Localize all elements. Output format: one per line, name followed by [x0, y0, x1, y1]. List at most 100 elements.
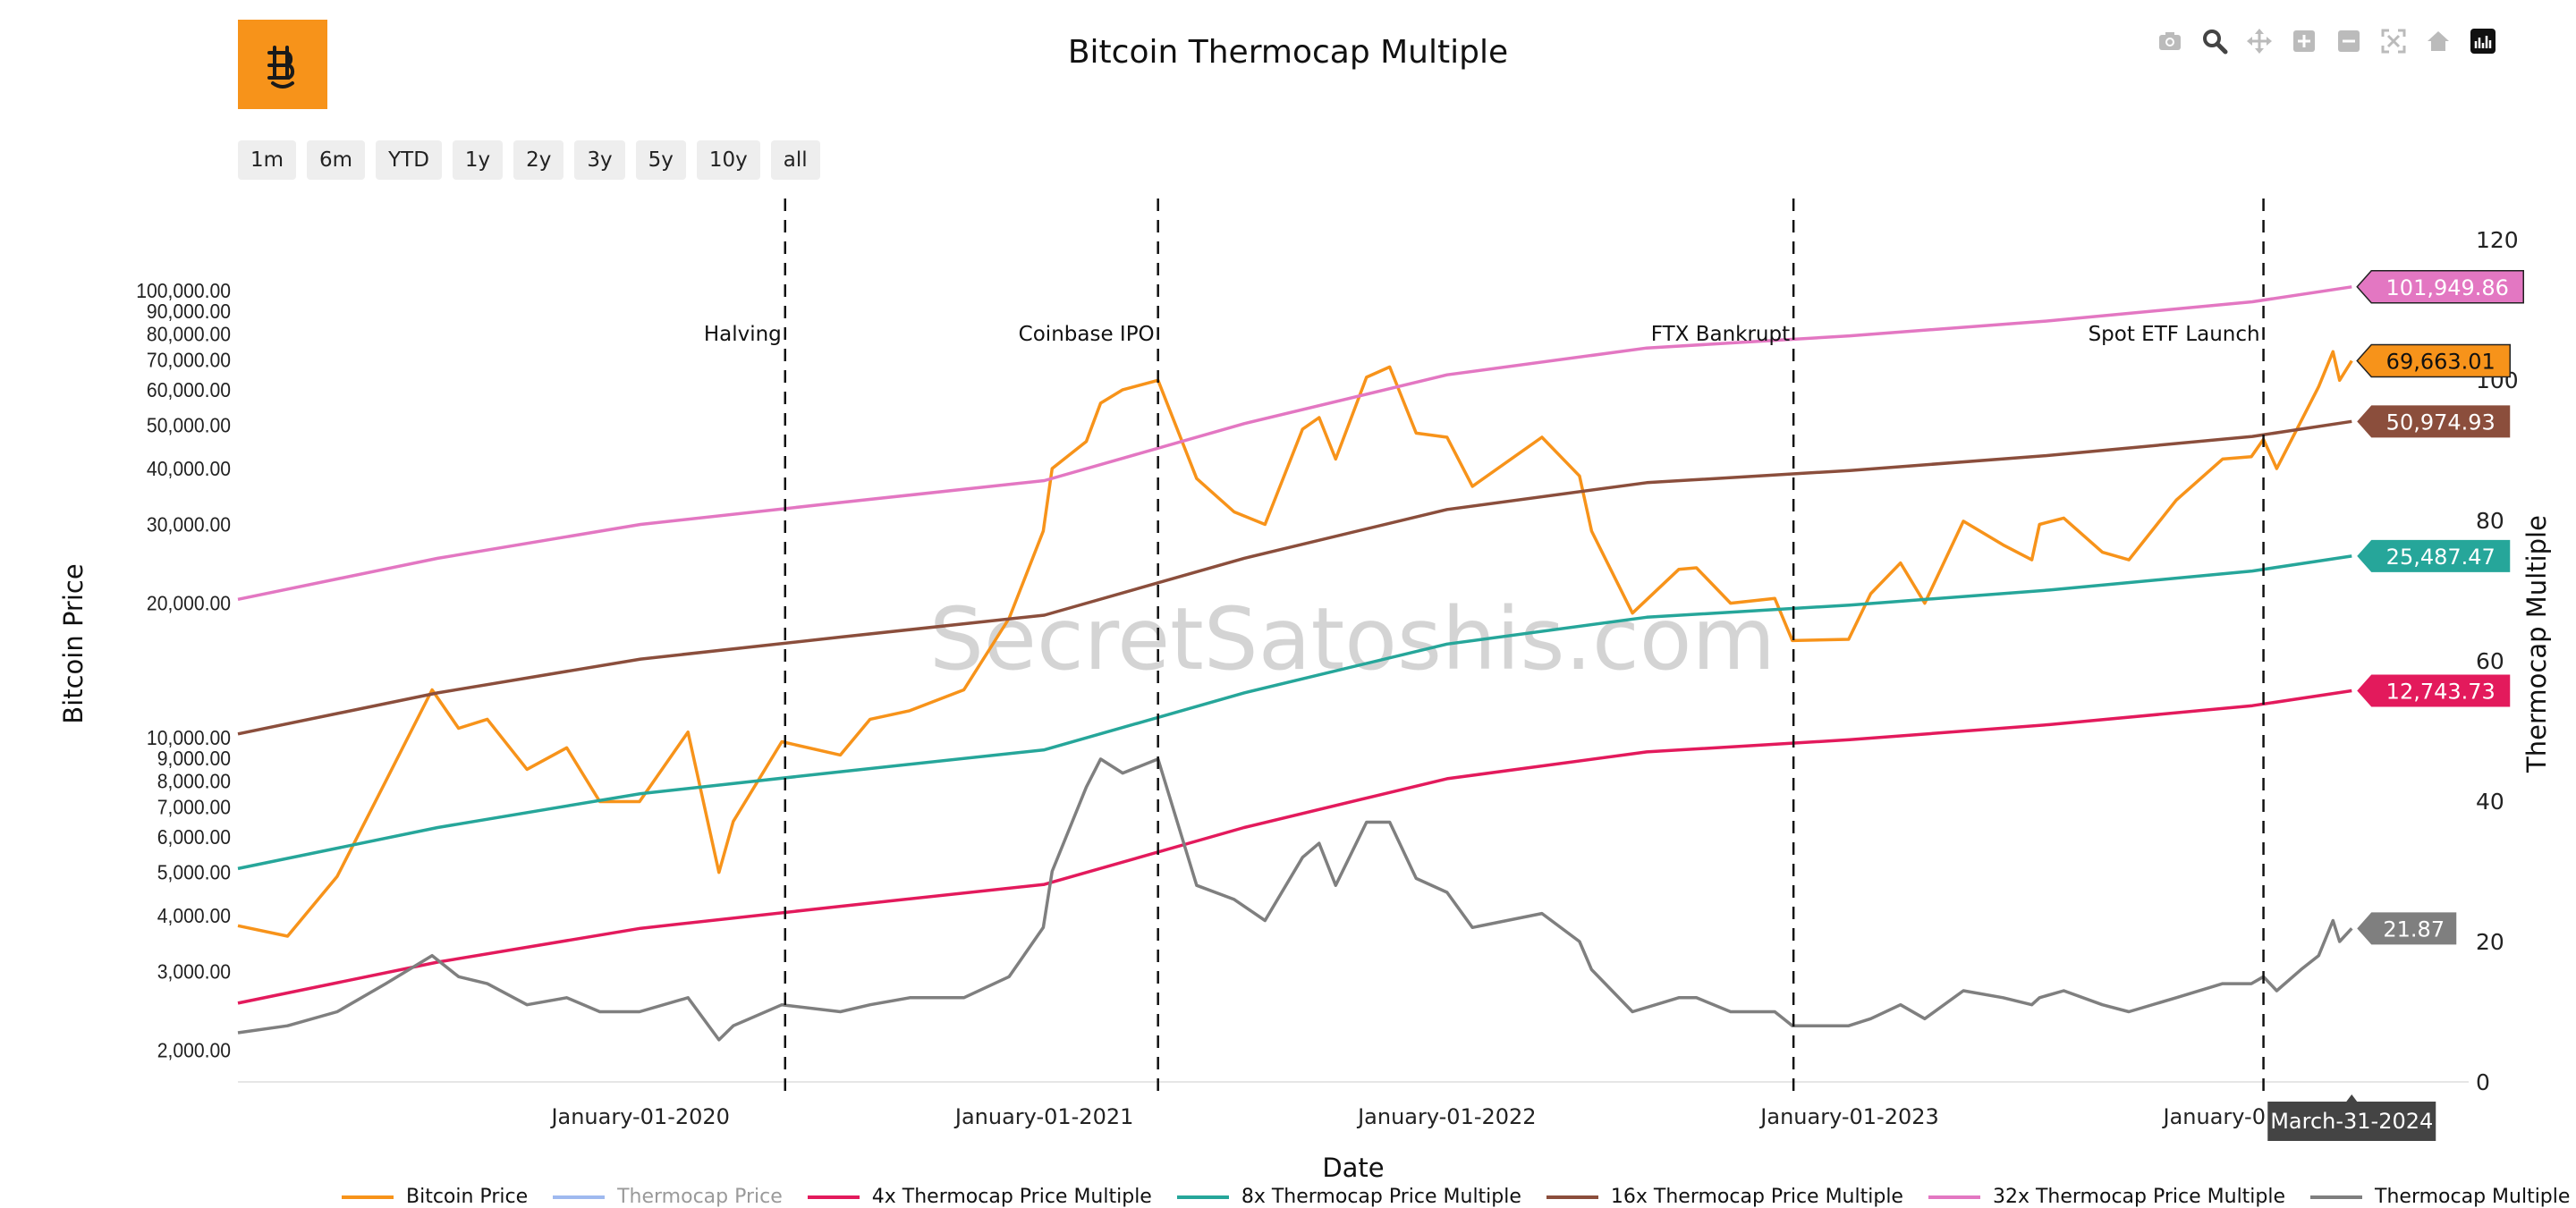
range-button-5y[interactable]: 5y — [635, 140, 686, 180]
range-button-3y[interactable]: 3y — [574, 140, 625, 180]
legend-item[interactable]: 4x Thermocap Price Multiple — [807, 1186, 1152, 1208]
y2-tick-label: 120 — [2476, 227, 2519, 253]
last-value-label: 69,663.01 — [2386, 350, 2496, 375]
legend-swatch — [342, 1195, 394, 1199]
chart-modebar — [2154, 23, 2499, 59]
last-value-shape — [2357, 912, 2457, 945]
range-button-all[interactable]: all — [770, 140, 820, 180]
last-value-tag: 50,974.93 — [2357, 405, 2511, 438]
last-value-tag: 25,487.47 — [2357, 539, 2511, 572]
y-tick-label: 50,000.00 — [147, 414, 231, 437]
series-line[interactable] — [237, 285, 2352, 602]
y-tick-label: 30,000.00 — [147, 513, 231, 536]
last-value-shape — [2357, 405, 2511, 438]
last-value-label: 25,487.47 — [2386, 545, 2496, 570]
pan-icon[interactable] — [2243, 25, 2275, 57]
y-tick-label: 10,000.00 — [147, 726, 231, 749]
range-button-ytd[interactable]: YTD — [376, 140, 442, 180]
range-button-1m[interactable]: 1m — [238, 140, 297, 180]
zoom-icon[interactable] — [2199, 25, 2231, 57]
y-tick-label: 70,000.00 — [147, 349, 231, 372]
legend-item[interactable]: Bitcoin Price — [342, 1186, 528, 1208]
chart-legend: Bitcoin Price Thermocap Price 4x Thermocap… — [342, 1186, 2570, 1208]
last-value-shape — [2356, 343, 2512, 378]
autoscale-icon[interactable] — [2377, 25, 2410, 57]
hover-date-arrow — [2346, 1094, 2358, 1102]
y-tick-label: 100,000.00 — [136, 279, 231, 302]
range-button-2y[interactable]: 2y — [513, 140, 564, 180]
legend-swatch — [1928, 1195, 1980, 1199]
zoom-out-icon[interactable] — [2333, 25, 2365, 57]
legend-item[interactable]: 8x Thermocap Price Multiple — [1176, 1186, 1521, 1208]
y-tick-label: 80,000.00 — [147, 323, 231, 346]
legend-item[interactable]: 32x Thermocap Price Multiple — [1928, 1186, 2285, 1208]
legend-swatch — [1546, 1195, 1598, 1199]
legend-item[interactable]: Thermocap Price — [553, 1186, 783, 1208]
last-value-tag: 21.87 — [2357, 912, 2457, 945]
legend-item[interactable]: 16x Thermocap Price Multiple — [1546, 1186, 1903, 1208]
y-axis-title: Bitcoin Price — [58, 563, 89, 723]
range-button-1y[interactable]: 1y — [452, 140, 504, 180]
legend-label: 16x Thermocap Price Multiple — [1610, 1186, 1903, 1208]
legend-swatch — [1176, 1195, 1229, 1199]
x-axis-title: Date — [1322, 1153, 1384, 1183]
series-line[interactable] — [237, 688, 2352, 1005]
x-tick-label: January-01-2021 — [953, 1104, 1134, 1129]
last-value-tag: 12,743.73 — [2357, 674, 2511, 707]
last-value-label: 101,949.86 — [2386, 275, 2509, 300]
series-line[interactable] — [237, 757, 2353, 1042]
x-tick-label: January-01-2022 — [1356, 1104, 1537, 1129]
y-tick-label: 40,000.00 — [147, 457, 231, 480]
y-tick-label: 20,000.00 — [147, 592, 231, 615]
last-value-shape — [2357, 674, 2511, 707]
y-tick-label: 7,000.00 — [157, 796, 231, 819]
y2-tick-label: 20 — [2476, 929, 2504, 955]
watermark: SecretSatoshis.com — [929, 589, 1775, 689]
legend-label: Bitcoin Price — [406, 1186, 529, 1208]
y-tick-label: 4,000.00 — [157, 904, 231, 927]
last-value-label: 50,974.93 — [2386, 410, 2496, 435]
legend-swatch — [2310, 1195, 2363, 1199]
legend-item[interactable]: Thermocap Multiple — [2310, 1186, 2570, 1208]
bitcoin-logo-icon — [267, 46, 295, 89]
y2-axis-title: Thermocap Multiple — [2521, 515, 2552, 773]
camera-icon[interactable] — [2154, 25, 2186, 57]
last-value-tag: 69,663.01 — [2356, 343, 2512, 378]
legend-label: 4x Thermocap Price Multiple — [871, 1186, 1152, 1208]
series-line[interactable] — [237, 554, 2352, 871]
y-tick-label: 5,000.00 — [157, 861, 231, 884]
event-label: Coinbase IPO — [1019, 323, 1155, 346]
bitcoin-logo — [238, 20, 327, 109]
hover-date-box — [2267, 1102, 2436, 1141]
y2-tick-label: 60 — [2476, 648, 2504, 674]
y-tick-label: 90,000.00 — [147, 300, 231, 323]
y-tick-label: 9,000.00 — [157, 747, 231, 770]
home-icon[interactable] — [2422, 25, 2454, 57]
last-value-label: 12,743.73 — [2386, 679, 2496, 704]
spikelines-icon[interactable] — [2467, 25, 2499, 57]
last-value-tag: 101,949.86 — [2356, 270, 2525, 304]
legend-label: Thermocap Multiple — [2375, 1186, 2571, 1208]
last-value-shape — [2356, 270, 2525, 304]
x-tick-label: January-01-2020 — [549, 1104, 730, 1129]
hover-date-tag: March-31-2024 — [2267, 1094, 2436, 1141]
zoom-in-icon[interactable] — [2288, 25, 2320, 57]
event-label: Spot ETF Launch — [2089, 323, 2260, 346]
series-line[interactable] — [237, 419, 2352, 736]
series-line[interactable] — [237, 350, 2353, 938]
y2-tick-label: 0 — [2476, 1069, 2490, 1095]
event-label: FTX Bankrupt — [1651, 323, 1790, 346]
chart-title: Bitcoin Thermocap Multiple — [1067, 34, 1509, 71]
range-selector: 1m 6m YTD 1y 2y 3y 5y 10y all — [238, 140, 820, 180]
y2-tick-label: 40 — [2476, 789, 2504, 815]
hover-date-label: March-31-2024 — [2270, 1109, 2433, 1134]
x-tick-label: January-01-2023 — [1758, 1104, 1939, 1129]
event-label: Halving — [704, 323, 782, 346]
range-button-6m[interactable]: 6m — [307, 140, 366, 180]
legend-label: Thermocap Price — [617, 1186, 783, 1208]
legend-label: 32x Thermocap Price Multiple — [1992, 1186, 2286, 1208]
y-tick-label: 60,000.00 — [147, 378, 231, 401]
range-button-10y[interactable]: 10y — [696, 140, 760, 180]
